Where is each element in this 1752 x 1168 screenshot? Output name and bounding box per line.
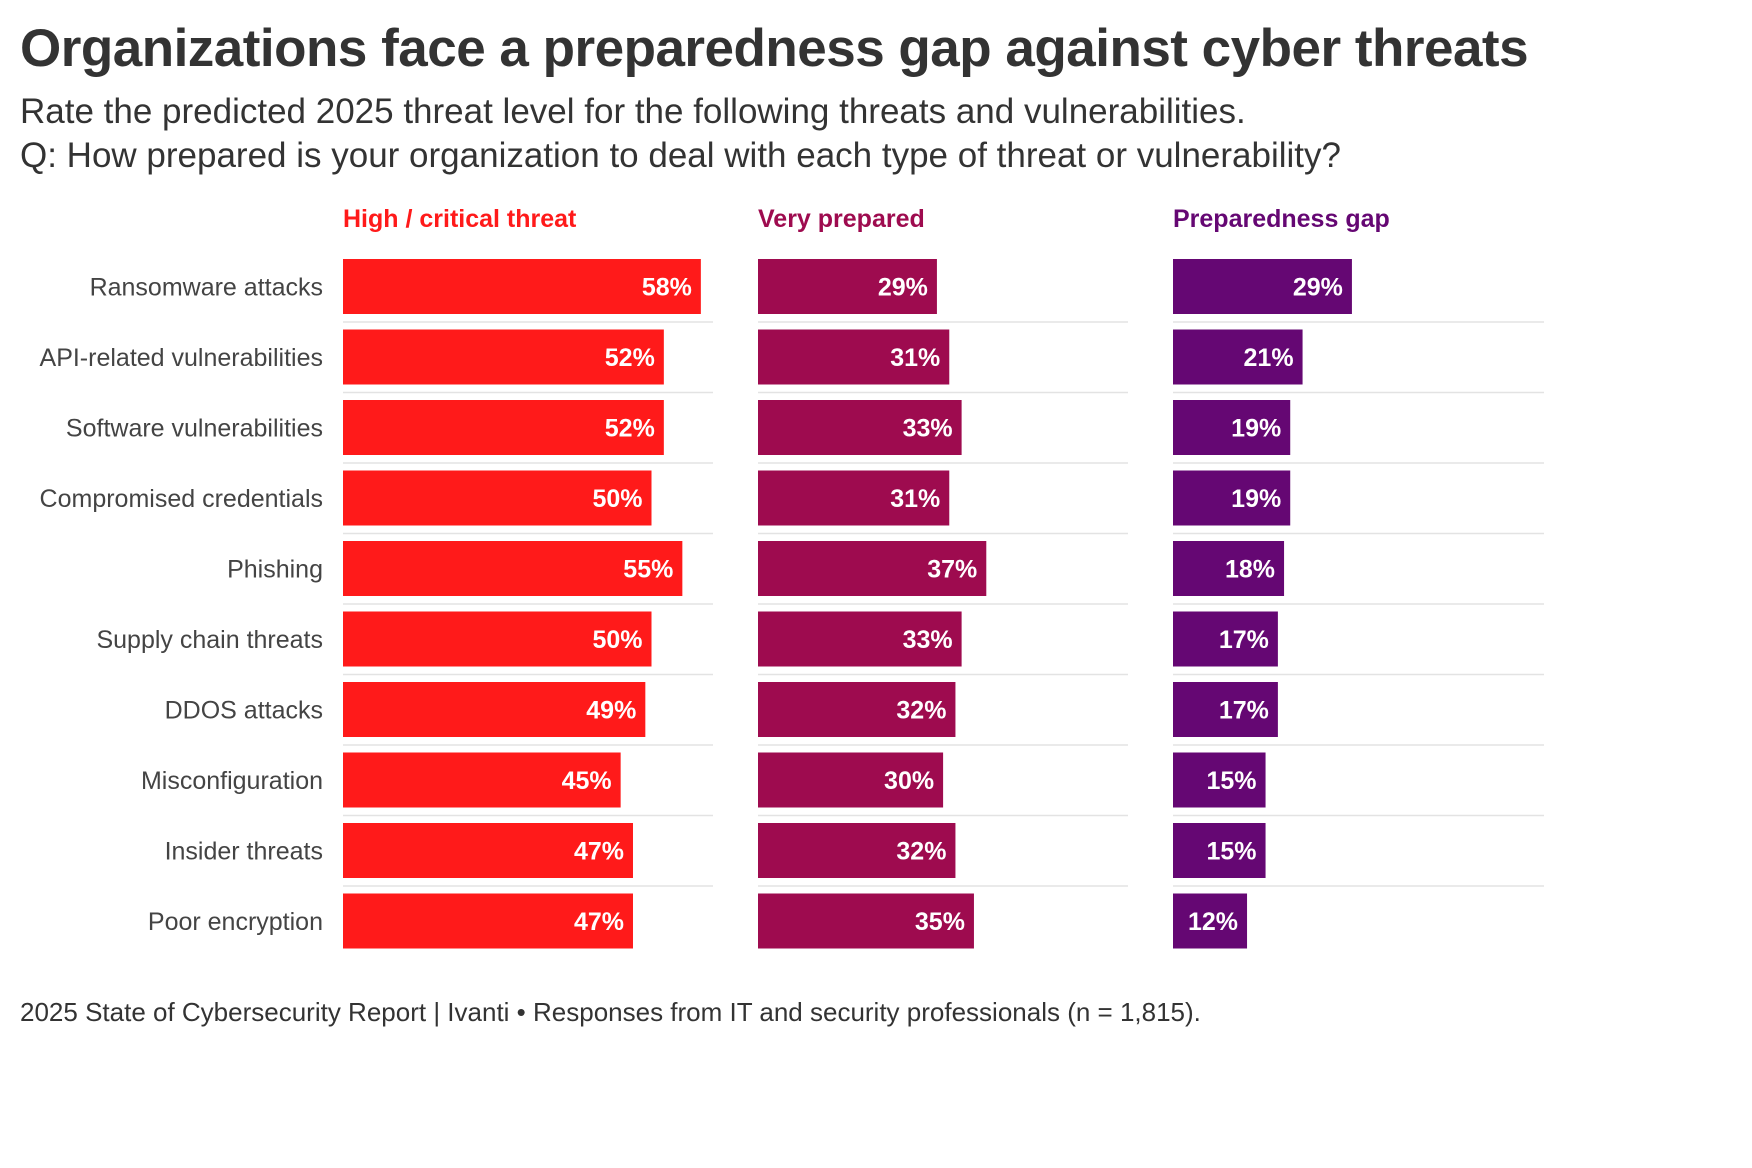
bar-preparedness-gap-insider-threats	[1173, 823, 1266, 878]
bar-very-prepared-software-vulnerabilities	[758, 400, 962, 455]
chart-subtitle-line-2: Q: How prepared is your organization to …	[20, 136, 1341, 175]
value-label-high-critical-threat-software-vulnerabilities: 52%	[605, 415, 655, 443]
bar-very-prepared-api-related-vulnerabilities	[758, 329, 950, 385]
value-label-very-prepared-supply-chain-threats: 33%	[903, 626, 953, 654]
value-label-preparedness-gap-phishing: 18%	[1225, 556, 1275, 584]
value-label-preparedness-gap-compromised-credentials: 19%	[1231, 485, 1281, 513]
category-label-misconfiguration: Misconfiguration	[141, 767, 323, 795]
bar-very-prepared-supply-chain-threats	[758, 611, 962, 667]
bar-high-critical-threat-api-related-vulnerabilities	[343, 329, 664, 385]
value-label-high-critical-threat-ransomware-attacks: 58%	[642, 274, 692, 302]
series-header-preparedness-gap: Preparedness gap	[1173, 205, 1390, 233]
bar-very-prepared-phishing	[758, 541, 987, 596]
value-label-high-critical-threat-compromised-credentials: 50%	[592, 485, 642, 513]
bar-preparedness-gap-software-vulnerabilities	[1173, 400, 1291, 455]
value-label-very-prepared-ddos-attacks: 32%	[896, 697, 946, 725]
bar-preparedness-gap-ransomware-attacks	[1173, 259, 1352, 314]
value-label-high-critical-threat-phishing: 55%	[623, 556, 673, 584]
value-label-high-critical-threat-insider-threats: 47%	[574, 838, 624, 866]
bar-very-prepared-ransomware-attacks	[758, 259, 937, 314]
bar-very-prepared-compromised-credentials	[758, 470, 950, 526]
category-label-ransomware-attacks: Ransomware attacks	[90, 274, 323, 302]
value-label-high-critical-threat-supply-chain-threats: 50%	[592, 626, 642, 654]
bar-preparedness-gap-api-related-vulnerabilities	[1173, 329, 1303, 385]
value-label-preparedness-gap-ddos-attacks: 17%	[1219, 697, 1269, 725]
bar-very-prepared-misconfiguration	[758, 752, 944, 808]
bar-high-critical-threat-ransomware-attacks	[343, 259, 701, 314]
value-label-preparedness-gap-supply-chain-threats: 17%	[1219, 626, 1269, 654]
bar-very-prepared-poor-encryption	[758, 893, 974, 949]
value-label-high-critical-threat-api-related-vulnerabilities: 52%	[605, 344, 655, 372]
chart-title: Organizations face a preparedness gap ag…	[20, 19, 1529, 78]
bar-preparedness-gap-compromised-credentials	[1173, 470, 1291, 526]
chart-footer-source: 2025 State of Cybersecurity Report | Iva…	[20, 997, 1201, 1027]
category-label-software-vulnerabilities: Software vulnerabilities	[66, 415, 323, 443]
value-label-very-prepared-phishing: 37%	[927, 556, 977, 584]
bar-very-prepared-insider-threats	[758, 823, 956, 878]
bar-preparedness-gap-ddos-attacks	[1173, 682, 1278, 737]
value-label-very-prepared-insider-threats: 32%	[896, 838, 946, 866]
value-label-preparedness-gap-software-vulnerabilities: 19%	[1231, 415, 1281, 443]
bar-very-prepared-ddos-attacks	[758, 682, 956, 737]
chart-subtitle-line-1: Rate the predicted 2025 threat level for…	[20, 92, 1246, 131]
value-label-very-prepared-compromised-credentials: 31%	[890, 485, 940, 513]
value-label-high-critical-threat-poor-encryption: 47%	[574, 908, 624, 936]
series-header-very-prepared: Very prepared	[758, 205, 925, 233]
value-label-preparedness-gap-insider-threats: 15%	[1207, 838, 1257, 866]
bar-high-critical-threat-poor-encryption	[343, 893, 633, 949]
bar-high-critical-threat-software-vulnerabilities	[343, 400, 664, 455]
category-label-compromised-credentials: Compromised credentials	[40, 485, 323, 513]
value-label-preparedness-gap-api-related-vulnerabilities: 21%	[1244, 344, 1294, 372]
category-label-supply-chain-threats: Supply chain threats	[96, 626, 323, 654]
value-label-very-prepared-ransomware-attacks: 29%	[878, 274, 928, 302]
category-label-poor-encryption: Poor encryption	[148, 908, 323, 936]
value-label-preparedness-gap-ransomware-attacks: 29%	[1293, 274, 1343, 302]
category-label-phishing: Phishing	[227, 556, 323, 584]
bar-high-critical-threat-supply-chain-threats	[343, 611, 652, 667]
bar-high-critical-threat-compromised-credentials	[343, 470, 652, 526]
value-label-very-prepared-poor-encryption: 35%	[915, 908, 965, 936]
bar-preparedness-gap-phishing	[1173, 541, 1285, 596]
bar-preparedness-gap-poor-encryption	[1173, 893, 1248, 949]
category-label-ddos-attacks: DDOS attacks	[165, 697, 323, 725]
value-label-high-critical-threat-misconfiguration: 45%	[562, 767, 612, 795]
bar-high-critical-threat-insider-threats	[343, 823, 633, 878]
bar-preparedness-gap-misconfiguration	[1173, 752, 1266, 808]
value-label-high-critical-threat-ddos-attacks: 49%	[586, 697, 636, 725]
bar-high-critical-threat-ddos-attacks	[343, 682, 646, 737]
value-label-preparedness-gap-poor-encryption: 12%	[1188, 908, 1238, 936]
value-label-preparedness-gap-misconfiguration: 15%	[1207, 767, 1257, 795]
bar-preparedness-gap-supply-chain-threats	[1173, 611, 1278, 667]
value-label-very-prepared-software-vulnerabilities: 33%	[903, 415, 953, 443]
category-label-insider-threats: Insider threats	[165, 838, 323, 866]
value-label-very-prepared-misconfiguration: 30%	[884, 767, 934, 795]
category-label-api-related-vulnerabilities: API-related vulnerabilities	[40, 344, 323, 372]
value-label-very-prepared-api-related-vulnerabilities: 31%	[890, 344, 940, 372]
bar-high-critical-threat-phishing	[343, 541, 683, 596]
bar-high-critical-threat-misconfiguration	[343, 752, 621, 808]
series-header-high-critical-threat: High / critical threat	[343, 205, 577, 233]
